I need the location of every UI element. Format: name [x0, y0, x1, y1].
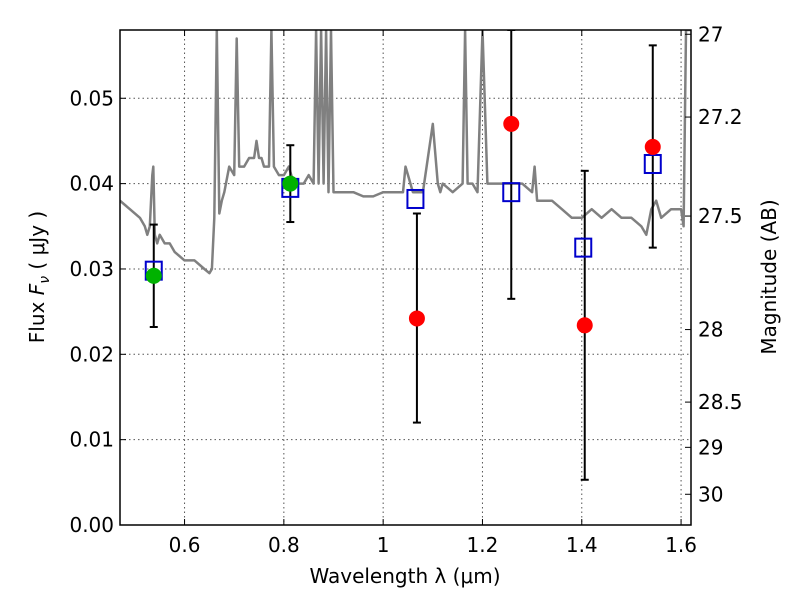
x-tick-label: 1 [377, 533, 390, 557]
observed-flux-point [408, 310, 425, 327]
observed-flux-point [282, 175, 299, 192]
observed-flux-point [644, 138, 661, 155]
y-right-tick-label: 27.2 [698, 105, 743, 129]
x-tick-label: 1.4 [566, 533, 598, 557]
y-tick-label: 0.02 [69, 342, 114, 366]
y-right-tick-label: 30 [698, 482, 723, 506]
y-right-tick-label: 27 [698, 22, 723, 46]
model-photometry-point [502, 182, 521, 203]
model-photometry-point [574, 237, 593, 258]
plot-data [120, 30, 691, 481]
y-axis-title-prefix: Flux [25, 295, 49, 343]
y-axis-title-unit: ( μJy ) [25, 211, 49, 276]
y-right-tick-label: 29 [698, 435, 723, 459]
y-right-tick-label: 28.5 [698, 390, 743, 414]
observed-flux-point [145, 267, 162, 284]
y-axis-right-title: Magnitude (AB) [757, 199, 781, 354]
grid-lines [120, 30, 691, 525]
y-tick-label: 0.01 [69, 428, 114, 452]
x-tick-label: 1.6 [665, 533, 697, 557]
y-axis-title-symbol: F [25, 283, 49, 295]
x-tick-label: 0.6 [169, 533, 201, 557]
y-tick-label: 0.04 [69, 172, 114, 196]
observed-flux-point [503, 115, 520, 132]
y-tick-label: 0.03 [69, 257, 114, 281]
y-tick-label: 0.05 [69, 86, 114, 110]
y-right-tick-label: 27.5 [698, 204, 743, 228]
model-photometry-point [643, 153, 662, 174]
x-tick-label: 1.2 [467, 533, 499, 557]
x-axis-title: Wavelength λ (μm) [309, 564, 500, 588]
plot-frame [119, 29, 692, 526]
observed-flux-point [576, 317, 593, 334]
y-axis-title: Flux Fν ( μJy ) [25, 211, 53, 343]
model-spectrum-line [120, 30, 691, 275]
x-tick-label: 0.8 [268, 533, 300, 557]
model-photometry-point [406, 188, 425, 209]
y-right-tick-label: 28 [698, 318, 723, 342]
y-tick-label: 0.00 [69, 513, 114, 537]
axis-ticks: 0.6 0.8 1 1.2 1.4 1.6 0.00 0.01 0.02 0.03 0.04 0.05… [69, 22, 742, 557]
y-axis-title-subscript: ν [37, 276, 53, 284]
